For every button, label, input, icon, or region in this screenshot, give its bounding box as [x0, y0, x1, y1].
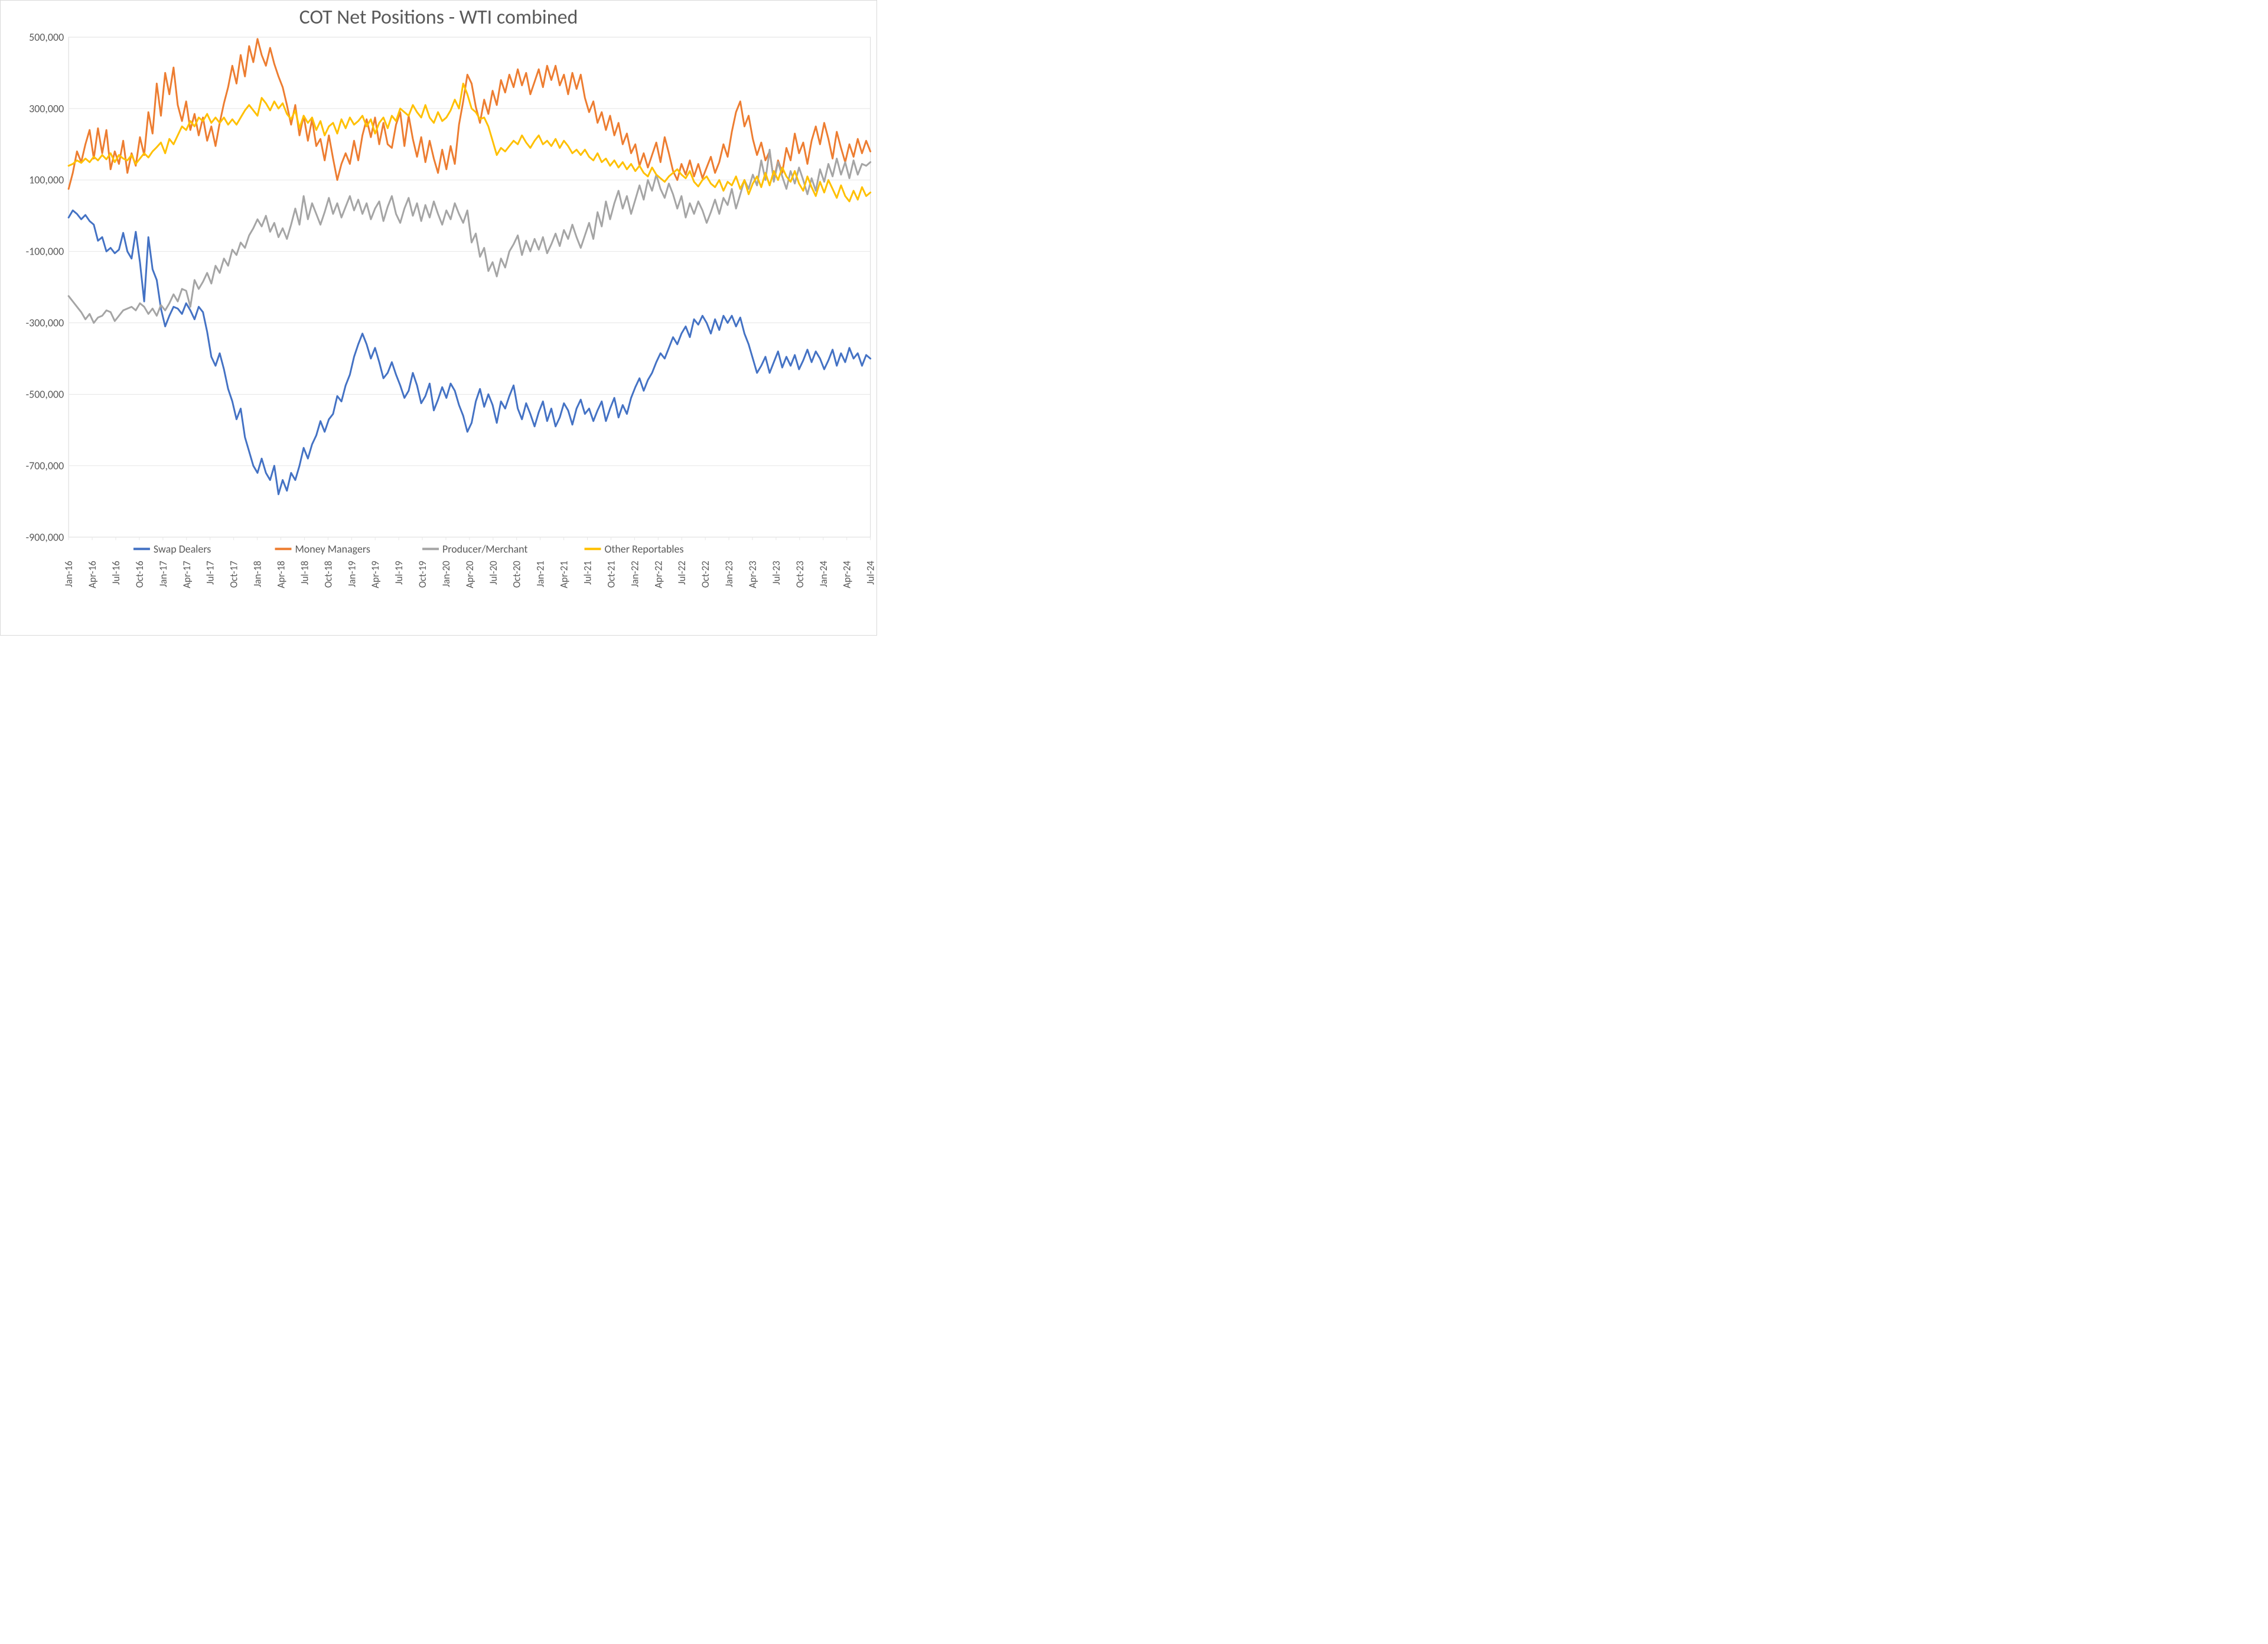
chart-svg: 500,000 300,000 100,000 -100,000 -300,000 -50… — [1, 1, 876, 635]
x-tick-label: Jul-16 — [110, 561, 122, 585]
series-swap-dealers — [69, 210, 870, 494]
x-tick-label: Oct-20 — [511, 561, 523, 588]
x-tick-label: Jan-21 — [535, 561, 547, 587]
legend-label: Producer/Merchant — [442, 542, 527, 555]
x-tick-label: Jul-22 — [676, 561, 688, 585]
x-tick-label: Jan-16 — [63, 561, 75, 587]
x-tick-label: Oct-16 — [133, 561, 146, 588]
x-tick-label: Jan-17 — [157, 561, 170, 587]
x-tick-label: Jan-20 — [440, 561, 452, 587]
y-tick-label: -100,000 — [26, 245, 64, 258]
x-tick-label: Oct-19 — [416, 561, 429, 588]
y-tick-label: 100,000 — [29, 174, 64, 187]
x-tick-label: Apr-24 — [841, 561, 853, 588]
x-tick-label: Apr-16 — [86, 561, 99, 588]
x-tick-label: Jan-18 — [252, 561, 264, 587]
x-tick-label: Jul-17 — [204, 561, 217, 585]
x-tick-label: Apr-21 — [558, 561, 571, 588]
x-tick-label: Jul-20 — [487, 561, 500, 585]
x-tick-label: Apr-23 — [747, 561, 759, 588]
x-tick-label: Apr-20 — [464, 561, 476, 588]
y-tick-label: 500,000 — [29, 31, 64, 44]
x-tick-label: Jan-22 — [628, 561, 641, 587]
series-money-managers — [69, 39, 870, 189]
legend-label: Swap Dealers — [154, 542, 211, 555]
x-tick-label: Apr-19 — [369, 561, 382, 588]
x-tick-label: Jul-18 — [298, 561, 311, 585]
x-tick-label: Jul-23 — [770, 561, 783, 585]
x-tick-label: Oct-18 — [322, 561, 334, 588]
x-tick-label: Jan-23 — [723, 561, 735, 587]
legend-label: Other Reportables — [604, 542, 683, 555]
y-tick-label: -300,000 — [26, 317, 64, 330]
y-tick-label: -900,000 — [26, 530, 64, 543]
x-tick-label: Jul-21 — [582, 561, 594, 585]
x-tick-label: Jul-19 — [393, 561, 405, 585]
series-producer-merchant — [69, 149, 870, 323]
x-tick-label: Oct-23 — [794, 561, 806, 588]
x-tick-label: Apr-17 — [181, 561, 193, 588]
y-tick-label: -500,000 — [26, 388, 64, 401]
x-tick-label: Oct-17 — [228, 561, 240, 588]
legend-label: Money Managers — [295, 542, 370, 555]
x-tick-label: Apr-18 — [275, 561, 287, 588]
y-tick-label: -700,000 — [26, 459, 64, 472]
x-tick-label: Jan-19 — [346, 561, 358, 587]
chart-container: COT Net Positions - WTI combined 500,000… — [0, 0, 877, 636]
x-tick-label: Jul-24 — [865, 561, 876, 585]
x-tick-label: Oct-22 — [699, 561, 712, 588]
x-tick-label: Oct-21 — [605, 561, 617, 588]
x-tick-label: Apr-22 — [652, 561, 664, 588]
y-tick-label: 300,000 — [29, 102, 64, 115]
x-tick-label: Jan-24 — [817, 561, 830, 587]
